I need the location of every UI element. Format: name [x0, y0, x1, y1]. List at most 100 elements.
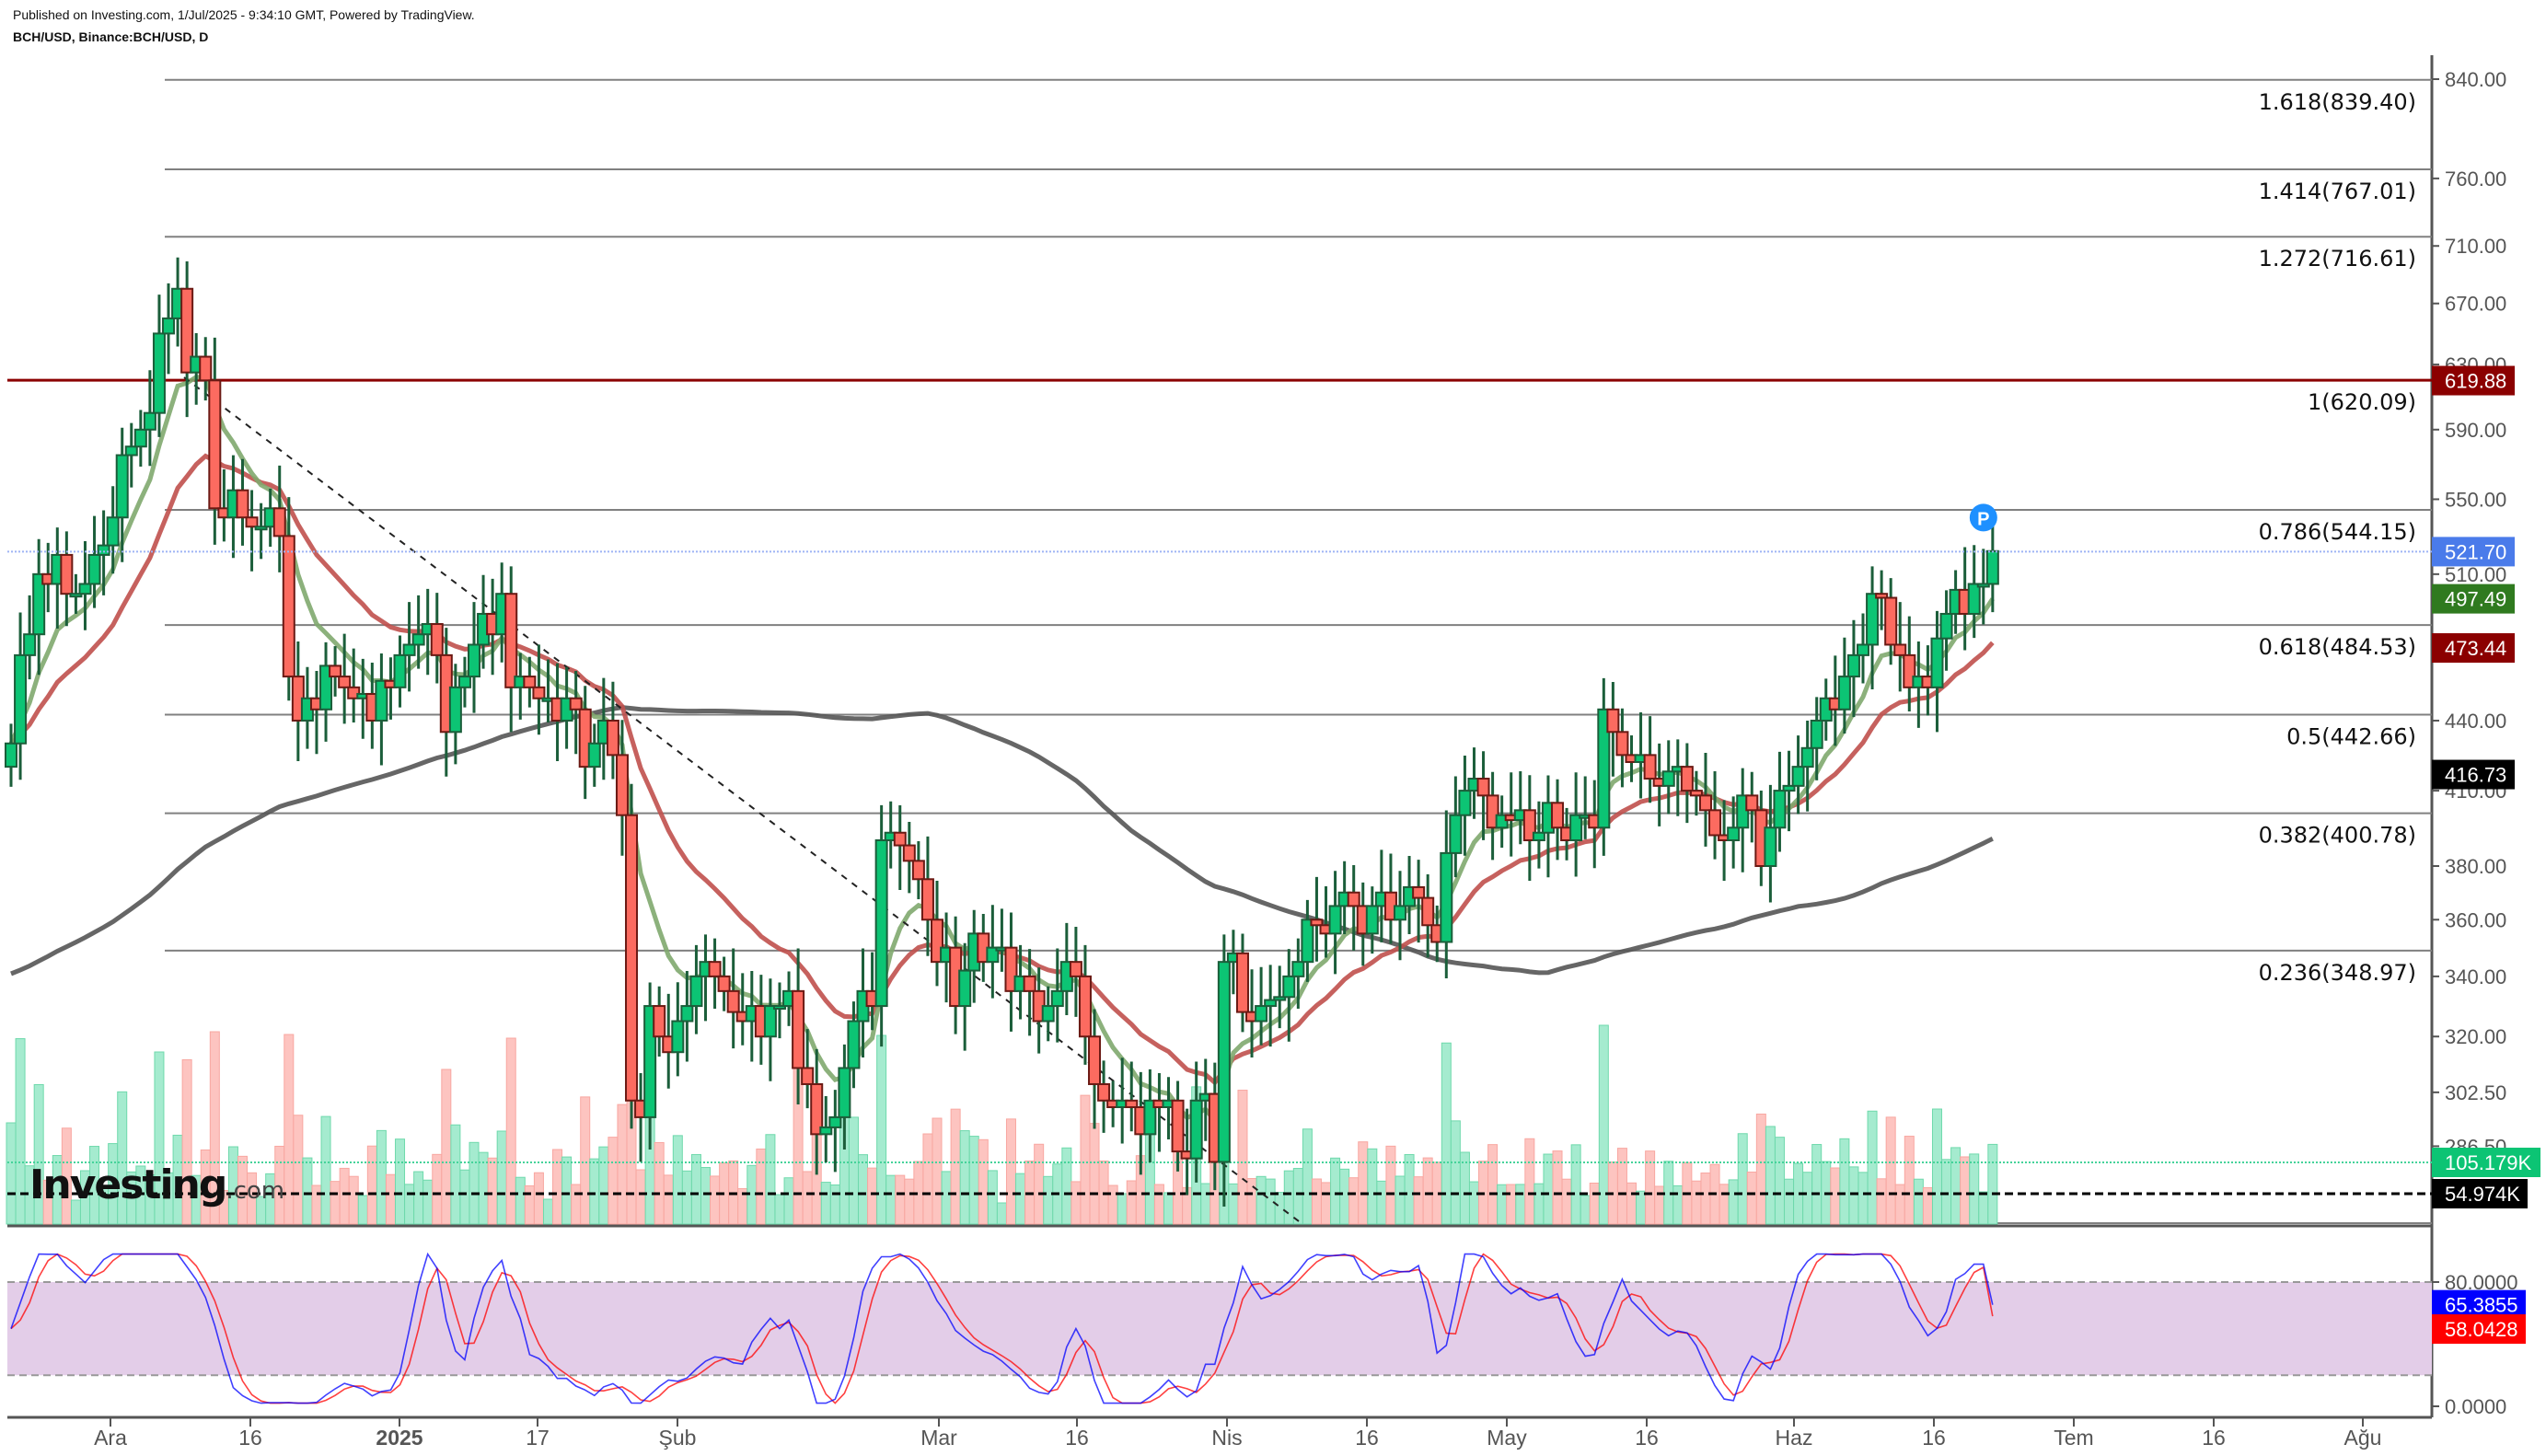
candle-down[interactable] — [245, 516, 259, 528]
candle-up[interactable] — [1736, 794, 1750, 829]
candle-down[interactable] — [282, 535, 295, 678]
candle-down[interactable] — [1235, 952, 1249, 1013]
candle-down[interactable] — [338, 676, 352, 688]
candle-up[interactable] — [115, 454, 129, 519]
candle-up[interactable] — [1939, 612, 1953, 640]
candle-down[interactable] — [532, 686, 546, 699]
candle-up[interactable] — [671, 1020, 685, 1054]
candle-down[interactable] — [1310, 919, 1324, 927]
candle-up[interactable] — [319, 664, 333, 711]
candle-down[interactable] — [1903, 653, 1916, 688]
candle-up[interactable] — [1532, 831, 1545, 842]
candle-up[interactable] — [457, 676, 471, 688]
candle-up[interactable] — [402, 643, 416, 656]
candle-up[interactable] — [14, 653, 28, 745]
candle-down[interactable] — [1097, 1082, 1111, 1102]
candle-down[interactable] — [199, 355, 213, 382]
candle-up[interactable] — [1291, 961, 1305, 977]
candle-up[interactable] — [106, 516, 120, 547]
candle-up[interactable] — [1727, 826, 1741, 842]
candle-down[interactable] — [1088, 1035, 1102, 1085]
candle-down[interactable] — [726, 989, 740, 1013]
candle-up[interactable] — [1440, 851, 1453, 943]
candle-down[interactable] — [1069, 961, 1082, 977]
candle-up[interactable] — [1764, 826, 1777, 867]
candle-down[interactable] — [902, 844, 916, 862]
candle-up[interactable] — [1661, 770, 1675, 787]
candle-down[interactable] — [1606, 708, 1620, 734]
candle-up[interactable] — [1458, 790, 1472, 816]
candle-up[interactable] — [87, 553, 101, 585]
candle-down[interactable] — [1884, 596, 1898, 646]
candle-up[interactable] — [986, 946, 1000, 964]
candle-up[interactable] — [1846, 653, 1860, 678]
candle-down[interactable] — [60, 553, 74, 595]
candle-up[interactable] — [1273, 996, 1287, 1001]
candle-up[interactable] — [1773, 790, 1787, 829]
candle-down[interactable] — [1078, 975, 1092, 1038]
candle-down[interactable] — [625, 814, 639, 1102]
candle-down[interactable] — [1708, 809, 1722, 837]
candle-up[interactable] — [763, 1005, 777, 1038]
candle-up[interactable] — [1449, 814, 1463, 854]
candle-up[interactable] — [133, 428, 147, 448]
candle-down[interactable] — [1421, 896, 1435, 927]
candle-down[interactable] — [1171, 1099, 1185, 1153]
candle-up[interactable] — [393, 653, 407, 688]
candle-up[interactable] — [643, 1005, 657, 1118]
candle-down[interactable] — [1486, 794, 1499, 829]
candle-down[interactable] — [329, 664, 342, 678]
candle-up[interactable] — [152, 332, 166, 414]
candle-up[interactable] — [162, 317, 176, 335]
candle-down[interactable] — [1004, 946, 1018, 992]
candle-up[interactable] — [1782, 784, 1796, 792]
candle-up[interactable] — [689, 975, 703, 1008]
candle-down[interactable] — [523, 676, 537, 688]
candle-down[interactable] — [1476, 778, 1490, 797]
candle-down[interactable] — [931, 919, 943, 964]
candle-down[interactable] — [504, 593, 518, 688]
candle-up[interactable] — [1264, 999, 1278, 1008]
candle-down[interactable] — [911, 860, 925, 881]
candle-up[interactable] — [69, 593, 83, 598]
candle-down[interactable] — [1745, 794, 1759, 812]
candle-up[interactable] — [1041, 1005, 1055, 1023]
candle-down[interactable] — [810, 1082, 824, 1136]
candle-down[interactable] — [792, 989, 805, 1069]
candle-down[interactable] — [1643, 754, 1657, 780]
candle-down[interactable] — [920, 878, 934, 921]
candle-up[interactable] — [1394, 905, 1406, 921]
candle-up[interactable] — [1569, 814, 1583, 842]
candle-up[interactable] — [1967, 583, 1981, 615]
candle-up[interactable] — [1976, 583, 1990, 588]
p-marker-icon[interactable] — [1969, 503, 1997, 532]
candle-down[interactable] — [1689, 790, 1703, 797]
candle-up[interactable] — [680, 1005, 694, 1023]
candle-up[interactable] — [847, 1020, 861, 1069]
candle-down[interactable] — [1875, 593, 1889, 599]
trendline[interactable] — [183, 376, 1303, 1225]
candle-up[interactable] — [874, 839, 888, 1008]
candle-up[interactable] — [23, 633, 37, 656]
candle-down[interactable] — [708, 961, 722, 977]
candle-down[interactable] — [606, 719, 619, 757]
candle-up[interactable] — [411, 633, 425, 646]
candle-up[interactable] — [828, 1115, 842, 1128]
candle-down[interactable] — [1615, 731, 1629, 757]
candle-up[interactable] — [838, 1067, 851, 1118]
candle-down[interactable] — [1347, 891, 1360, 907]
candle-down[interactable] — [1680, 766, 1694, 792]
candle-up[interactable] — [587, 742, 601, 768]
candle-down[interactable] — [893, 831, 907, 847]
candle-up[interactable] — [1791, 766, 1805, 787]
candle-up[interactable] — [1217, 961, 1231, 1163]
candle-up[interactable] — [1495, 814, 1509, 829]
candle-down[interactable] — [1125, 1099, 1139, 1109]
candle-up[interactable] — [1800, 746, 1814, 768]
candle-up[interactable] — [1365, 905, 1379, 935]
candle-up[interactable] — [254, 526, 268, 531]
candle-up[interactable] — [1282, 975, 1296, 999]
candle-down[interactable] — [208, 379, 222, 510]
candle-down[interactable] — [615, 754, 629, 816]
